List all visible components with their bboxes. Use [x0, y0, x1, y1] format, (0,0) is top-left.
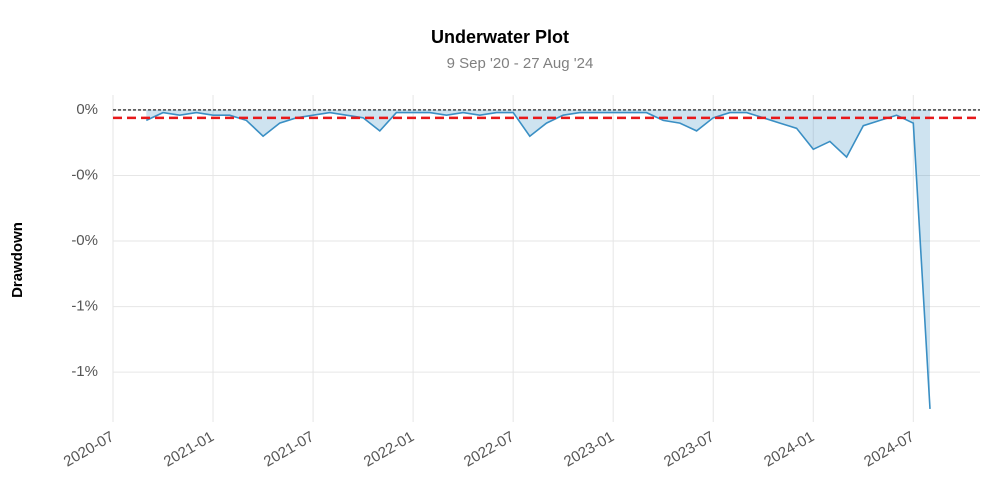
x-tick-label: 2020-07: [61, 428, 117, 470]
x-tick-label: 2024-01: [761, 428, 817, 470]
y-tick-label: 0%: [76, 101, 98, 118]
x-tick-label: 2021-01: [161, 428, 217, 470]
x-tick-label: 2021-07: [261, 428, 317, 470]
x-tick-label: 2023-01: [561, 428, 617, 470]
y-tick-label: -0%: [71, 232, 98, 249]
y-tick-label: -1%: [71, 298, 98, 315]
y-tick-label: -0%: [71, 166, 98, 183]
drawdown-line: [145, 111, 931, 409]
drawdown-area: [146, 109, 931, 409]
chart-subtitle: 9 Sep '20 - 27 Aug '24: [447, 55, 594, 72]
chart-title: Underwater Plot: [431, 27, 569, 47]
x-tick-label: 2023-07: [661, 428, 717, 470]
y-axis-label: Drawdown: [9, 222, 26, 298]
y-tick-label: -1%: [71, 363, 98, 380]
x-tick-label: 2022-07: [461, 428, 517, 470]
x-tick-label: 2022-01: [361, 428, 417, 470]
x-tick-label: 2024-07: [861, 428, 917, 470]
